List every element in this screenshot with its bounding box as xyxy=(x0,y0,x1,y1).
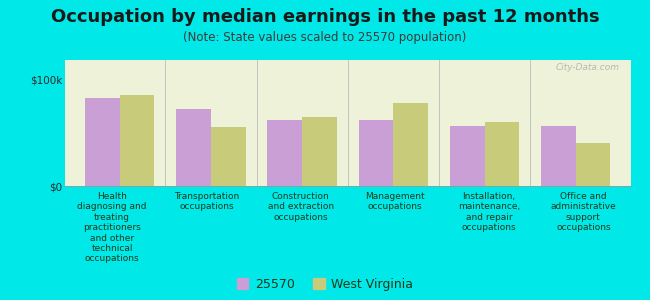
Bar xyxy=(176,109,211,186)
Legend: 25570, West Virginia: 25570, West Virginia xyxy=(237,278,413,291)
Text: Occupation by median earnings in the past 12 months: Occupation by median earnings in the pas… xyxy=(51,8,599,26)
Bar xyxy=(484,122,519,186)
Text: Health
diagnosing and
treating
practitioners
and other
technical
occupations: Health diagnosing and treating practitio… xyxy=(77,192,147,263)
Bar xyxy=(85,98,120,186)
Bar xyxy=(359,120,393,186)
Bar xyxy=(268,120,302,186)
Bar xyxy=(450,126,484,186)
Bar xyxy=(302,117,337,186)
Text: (Note: State values scaled to 25570 population): (Note: State values scaled to 25570 popu… xyxy=(183,32,467,44)
Text: Installation,
maintenance,
and repair
occupations: Installation, maintenance, and repair oc… xyxy=(458,192,520,232)
Text: Construction
and extraction
occupations: Construction and extraction occupations xyxy=(268,192,333,222)
Text: Transportation
occupations: Transportation occupations xyxy=(174,192,239,212)
Bar xyxy=(120,95,155,186)
Text: Office and
administrative
support
occupations: Office and administrative support occupa… xyxy=(551,192,616,232)
Bar xyxy=(393,103,428,186)
Text: Management
occupations: Management occupations xyxy=(365,192,424,212)
Bar xyxy=(576,143,610,186)
Bar xyxy=(211,127,246,186)
Text: City-Data.com: City-Data.com xyxy=(555,62,619,71)
Bar xyxy=(541,126,576,186)
